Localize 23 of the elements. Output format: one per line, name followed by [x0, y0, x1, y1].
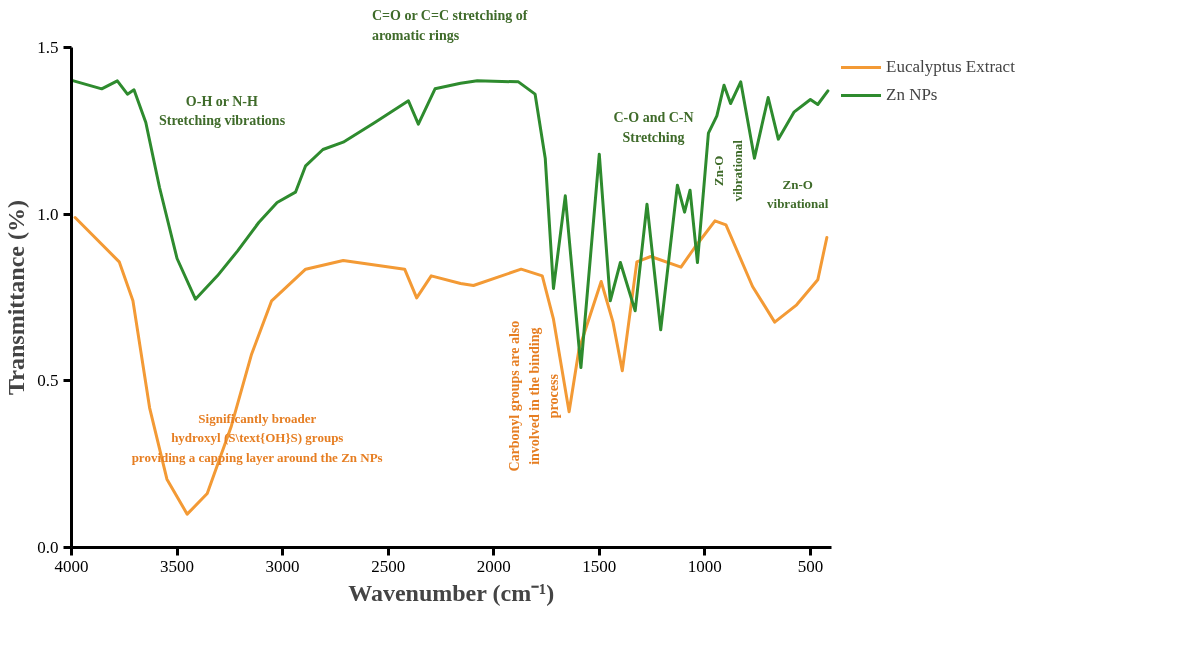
annotation: Carbonyl groups are also involved in the binding process: [507, 320, 562, 472]
annotation: Zn-O vibrational: [767, 176, 829, 212]
x-tick-label: 500: [797, 556, 824, 576]
y-tick-label: 1.5: [37, 38, 59, 57]
y-tick-label: 1.0: [37, 204, 59, 224]
legend-label: Zn NPs: [886, 85, 938, 105]
x-tick-label: 2500: [371, 556, 406, 576]
y-axis-title: Transmittance (%): [3, 200, 30, 395]
x-tick-label: 1500: [582, 556, 617, 576]
x-tick-label: 1000: [687, 556, 722, 576]
x-tick-label: 4000: [54, 556, 89, 576]
legend-label: Eucalyptus Extract: [886, 57, 1015, 77]
annotation: Zn-O vibrational: [710, 139, 746, 202]
y-tick-label: 0.0: [37, 538, 59, 557]
x-tick-label: 3500: [160, 556, 195, 576]
annotation: O-H or N-H Stretching vibrations: [158, 93, 286, 129]
x-tick-label: 2000: [476, 556, 511, 576]
x-tick-label: 3000: [265, 556, 300, 576]
x-axis-title: Wavenumber (cm⁻¹): [348, 579, 555, 606]
y-tick-label: 0.5: [37, 371, 59, 391]
text: C=O or C=C stretching of aromatic rings: [371, 8, 528, 43]
annotation: C-O and C-N Stretching: [613, 110, 694, 145]
line-series: [73, 216, 829, 516]
